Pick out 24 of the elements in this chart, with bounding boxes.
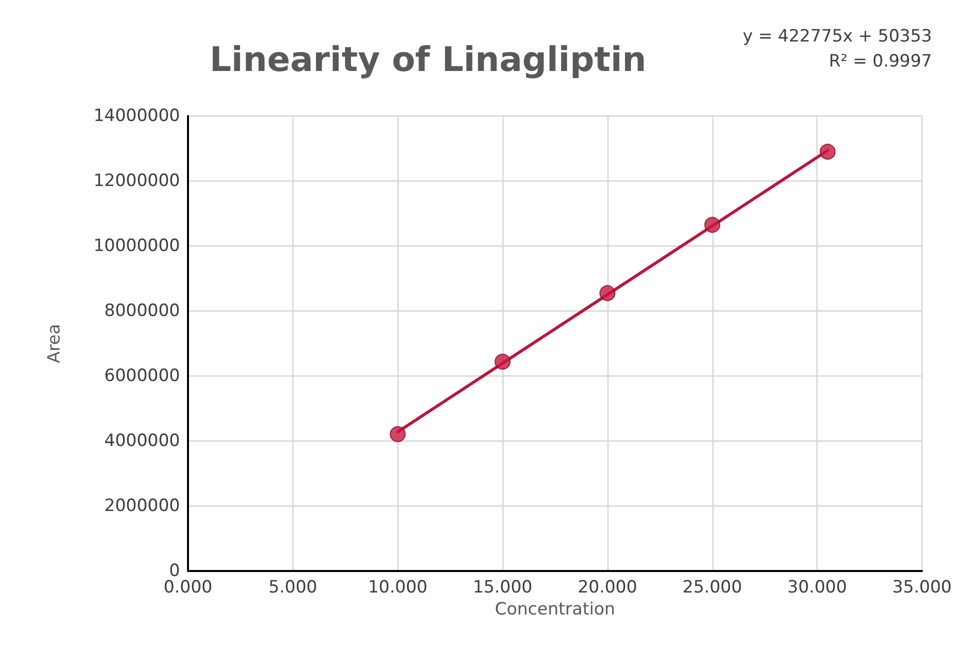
y-tick-label: 6000000 (104, 366, 180, 386)
x-axis-title: Concentration (494, 600, 616, 620)
x-tick-label: 35.000 (892, 578, 952, 598)
point (494, 354, 511, 370)
point (390, 426, 406, 442)
y-tick-label: 12000000 (93, 171, 180, 191)
point (704, 216, 720, 233)
point (820, 144, 836, 160)
x-tick-label: 30.000 (787, 578, 847, 598)
y-tick-label: 10000000 (93, 236, 180, 256)
x-tick-label: 25.000 (682, 578, 742, 598)
x-tick-label: 15.000 (472, 578, 532, 598)
text: R² = 0.9997 (828, 52, 932, 72)
text: y = 422775x + 50353 (742, 26, 932, 46)
x-tick-label: 5.000 (268, 578, 318, 598)
x-tick-label: 20.000 (578, 578, 638, 598)
y-axis-title: Area (44, 324, 64, 364)
point (599, 285, 616, 302)
y-tick-label: 4000000 (104, 431, 180, 451)
y-tick-label: 14000000 (93, 106, 180, 126)
x-tick-label: 10.000 (368, 578, 428, 598)
y-tick-label: 2000000 (104, 496, 180, 516)
chart-title: Linearity of Linagliptin (210, 40, 646, 80)
y-tick-label: 8000000 (104, 301, 180, 321)
